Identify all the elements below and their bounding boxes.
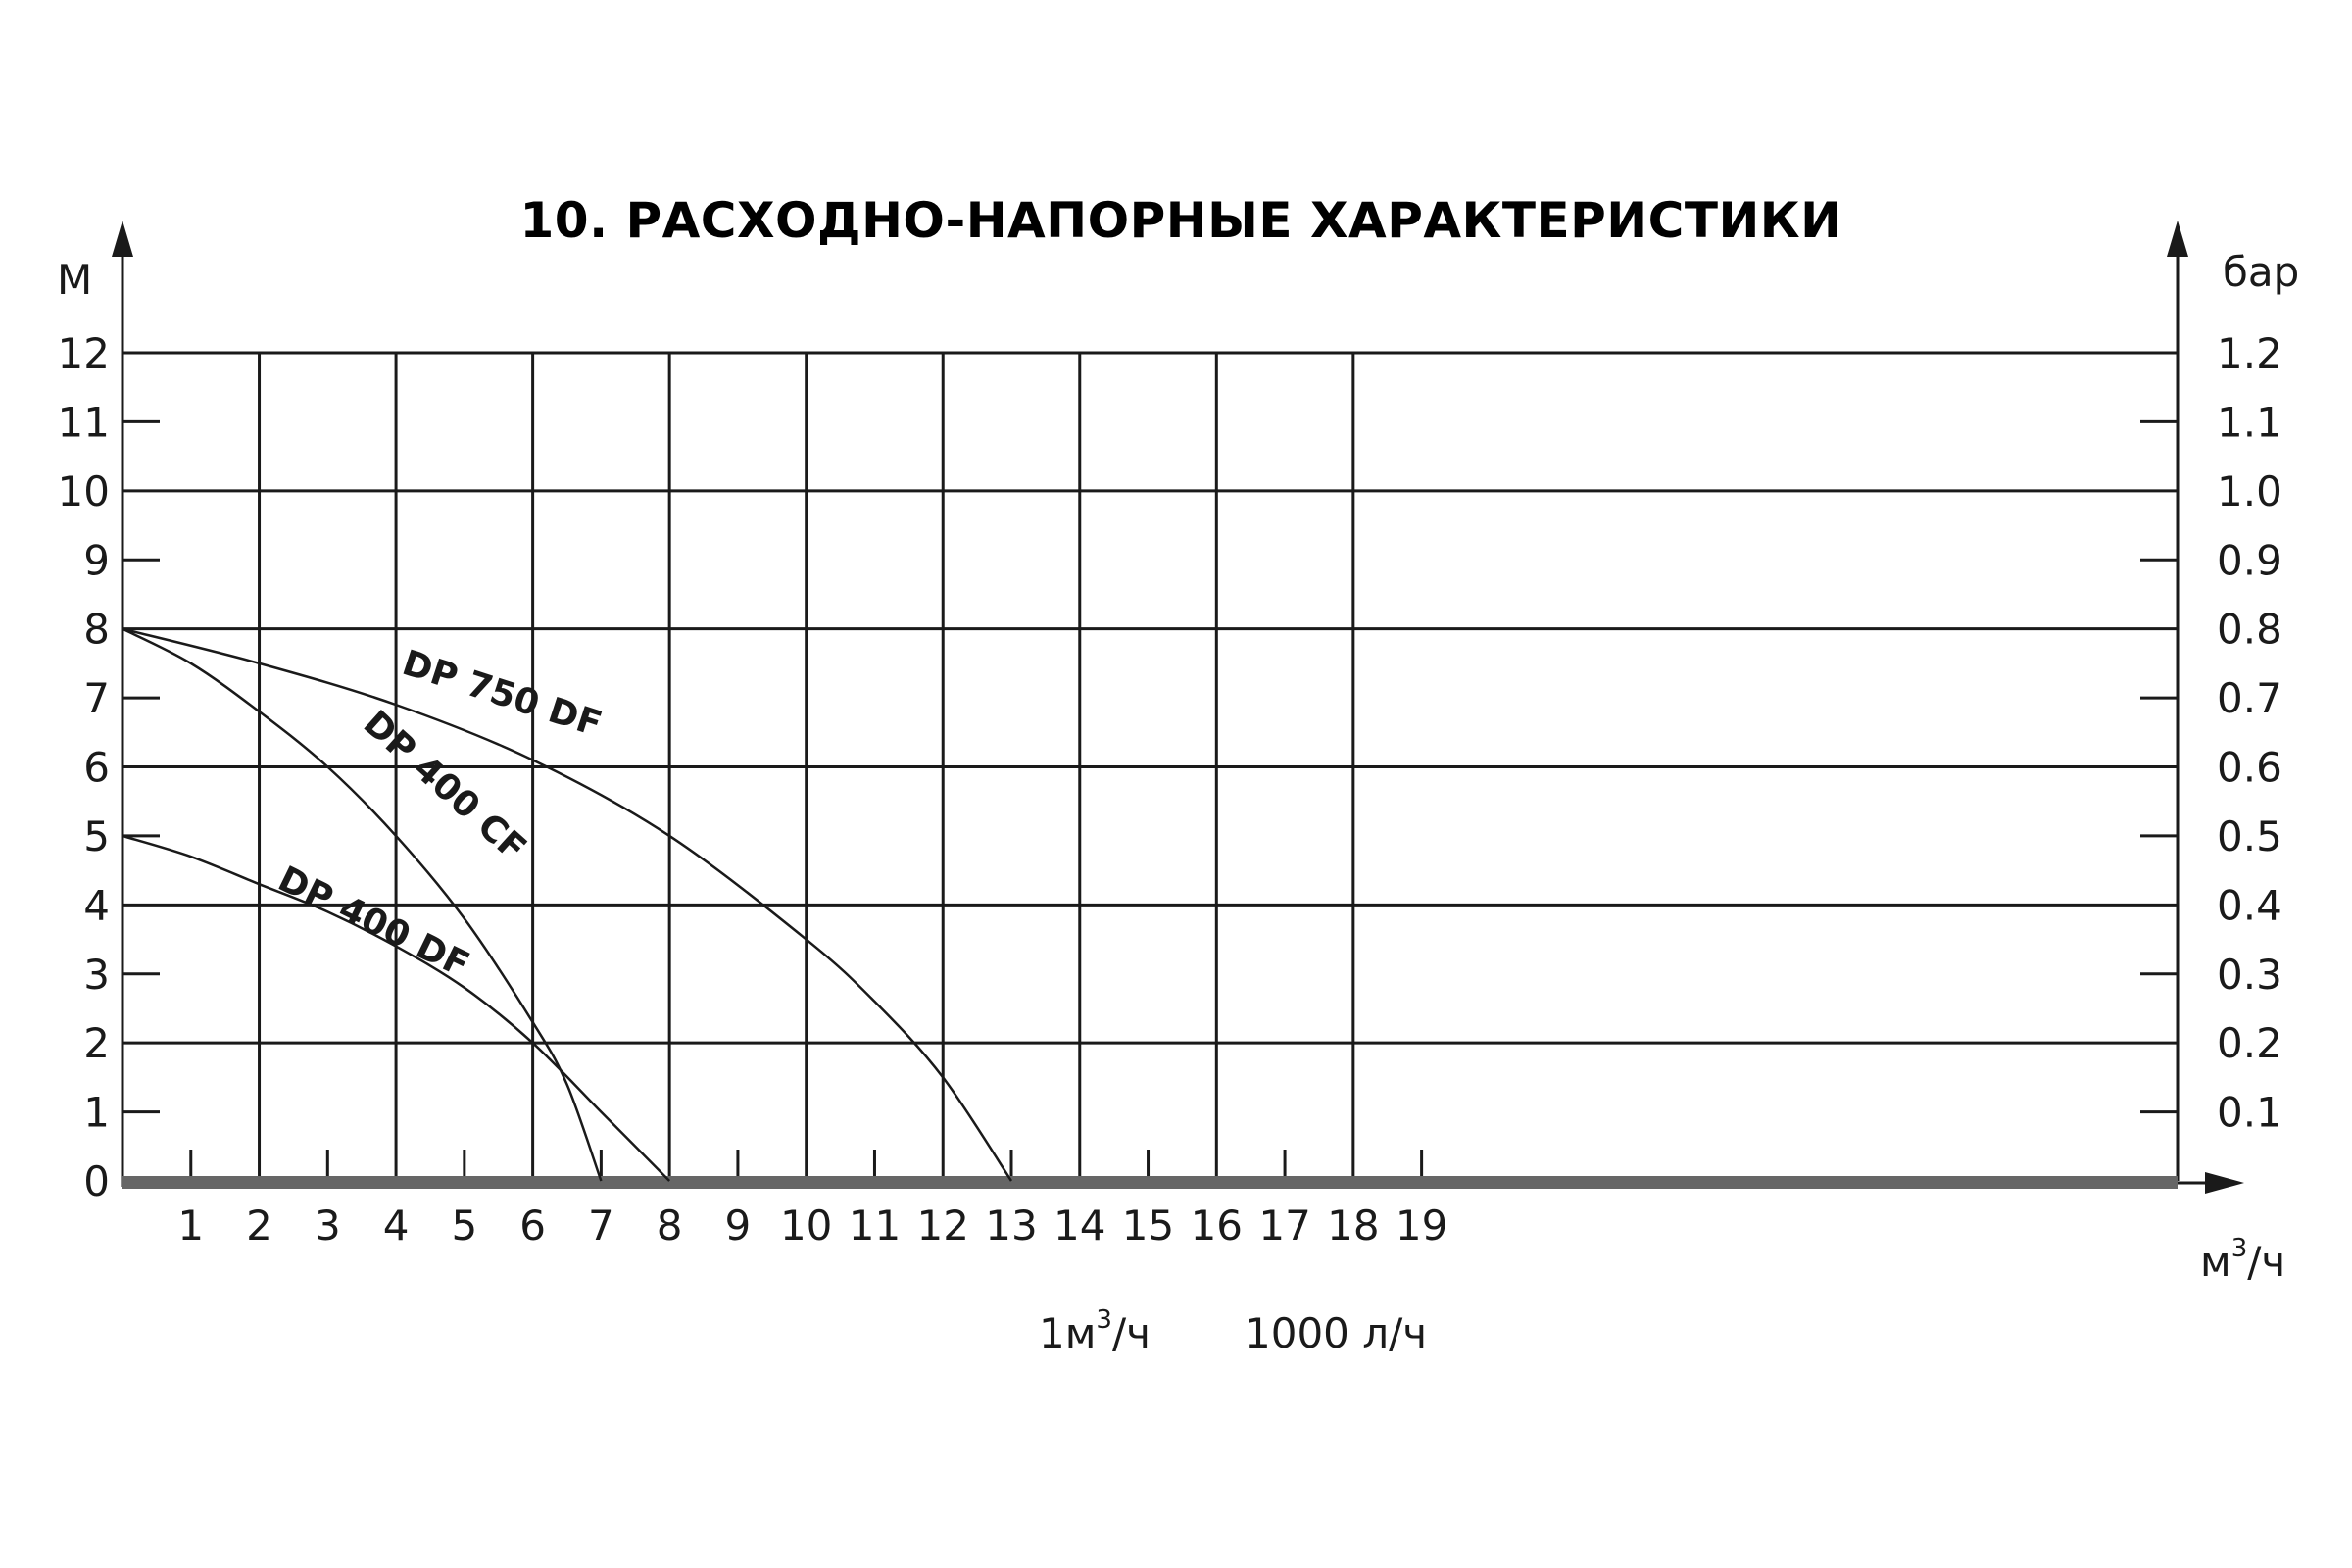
x-tick-label-3: 3: [315, 1201, 341, 1250]
x-tick-label-9: 9: [725, 1201, 752, 1250]
x-tick-label-12: 12: [917, 1201, 969, 1250]
conversion-note-left-sup: 3: [1096, 1305, 1112, 1335]
conversion-note-left-base: 1м: [1039, 1309, 1096, 1357]
x-tick-label-1: 1: [177, 1201, 204, 1250]
x-tick-label-2: 2: [246, 1201, 272, 1250]
y2-tick-label-1.0: 1.0: [2217, 467, 2282, 515]
y2-axis-label: бар: [2223, 248, 2299, 296]
x-axis-label-sup: 3: [2231, 1234, 2248, 1263]
y-tick-label-6: 6: [83, 744, 110, 792]
x-tick-label-17: 17: [1258, 1201, 1310, 1250]
curve-dp-750-df: [122, 627, 1013, 1182]
series-label-dp-400-df: DP 400 DF: [271, 858, 475, 985]
y-tick-label-1: 1: [83, 1089, 110, 1137]
curve-dp-400-df: [122, 834, 671, 1182]
x-tick-label-5: 5: [451, 1201, 477, 1250]
y-tick-label-3: 3: [83, 951, 110, 999]
x-tick-label-14: 14: [1054, 1201, 1105, 1250]
series-label-dp-750-df: DP 750 DF: [398, 643, 607, 745]
y2-axis-arrow: [2167, 220, 2188, 257]
x-axis-label-base: м: [2200, 1238, 2231, 1286]
y2-tick-label-0.6: 0.6: [2217, 744, 2282, 792]
y-tick-label-4: 4: [83, 881, 110, 929]
y-axis-arrow: [112, 220, 133, 257]
x-axis-label-tail: /ч: [2247, 1238, 2285, 1286]
tick-labels: 01234567891011120.10.20.30.40.50.60.70.8…: [58, 329, 2282, 1250]
conversion-note-right: 1000 л/ч: [1245, 1309, 1427, 1357]
x-tick-label-16: 16: [1191, 1201, 1243, 1250]
x-tick-label-4: 4: [383, 1201, 410, 1250]
y2-tick-label-0.9: 0.9: [2217, 536, 2282, 584]
series-label-dp-400-cf: DP 400 CF: [356, 703, 534, 868]
y-tick-label-12: 12: [58, 329, 110, 377]
y-tick-label-10: 10: [58, 467, 110, 515]
x-axis-bar: [122, 1176, 2178, 1189]
x-tick-label-10: 10: [780, 1201, 832, 1250]
y-tick-label-2: 2: [83, 1019, 110, 1067]
x-tick-label-6: 6: [519, 1201, 546, 1250]
y-tick-label-8: 8: [83, 606, 110, 654]
y2-tick-label-0.1: 0.1: [2217, 1089, 2282, 1137]
x-tick-label-13: 13: [985, 1201, 1037, 1250]
y-tick-label-11: 11: [58, 398, 110, 446]
y-tick-label-5: 5: [83, 812, 110, 860]
axes: [112, 220, 2244, 1194]
y-axis-label: М: [57, 256, 92, 304]
y2-tick-label-0.8: 0.8: [2217, 606, 2282, 654]
y-tick-label-9: 9: [83, 536, 110, 584]
y2-tick-label-0.7: 0.7: [2217, 674, 2282, 722]
y2-tick-label-0.5: 0.5: [2217, 812, 2282, 860]
grid: [122, 351, 2178, 1181]
conversion-note-left: 1м3/ч: [1039, 1305, 1151, 1357]
y-tick-label-7: 7: [83, 674, 110, 722]
x-tick-label-18: 18: [1327, 1201, 1379, 1250]
y2-tick-label-0.3: 0.3: [2217, 951, 2282, 999]
x-tick-label-19: 19: [1396, 1201, 1447, 1250]
x-tick-label-15: 15: [1122, 1201, 1174, 1250]
chart-title: 10. РАСХОДНО-НАПОРНЫЕ ХАРАКТЕРИСТИКИ: [519, 192, 1841, 249]
x-axis-label: м3/ч: [2200, 1234, 2285, 1286]
y2-tick-label-0.2: 0.2: [2217, 1019, 2282, 1067]
x-tick-label-8: 8: [657, 1201, 683, 1250]
y2-tick-label-1.2: 1.2: [2217, 329, 2282, 377]
x-tick-label-7: 7: [588, 1201, 614, 1250]
conversion-note-left-tail: /ч: [1112, 1309, 1151, 1357]
x-axis-arrow: [2205, 1172, 2244, 1194]
x-tick-label-11: 11: [849, 1201, 901, 1250]
y2-tick-label-0.4: 0.4: [2217, 881, 2282, 929]
y-tick-label-0: 0: [83, 1157, 110, 1205]
y2-tick-label-1.1: 1.1: [2217, 398, 2282, 446]
